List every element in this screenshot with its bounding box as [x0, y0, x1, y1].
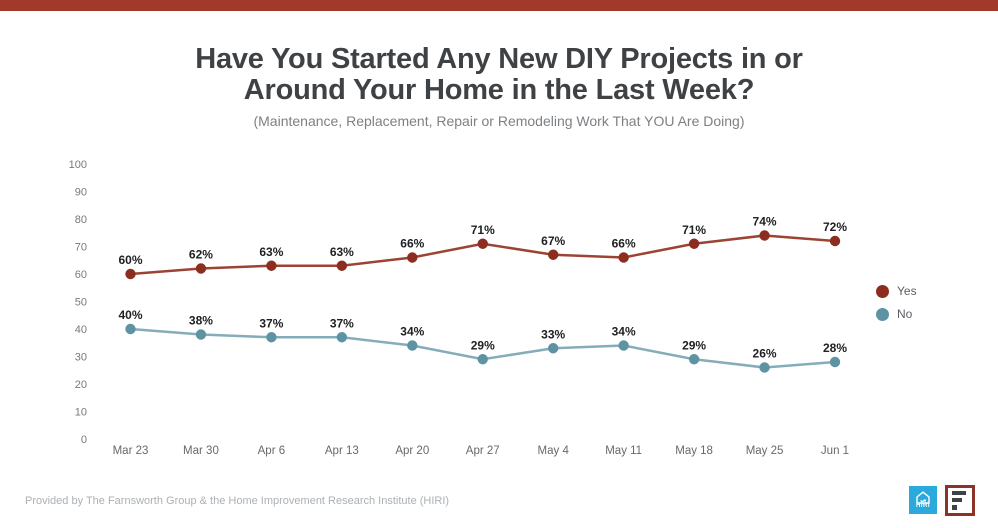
- svg-text:63%: 63%: [330, 245, 354, 259]
- top-accent-bar: [0, 0, 998, 11]
- legend-label-no: No: [897, 307, 913, 321]
- chart-legend: Yes No: [876, 284, 917, 321]
- legend-item-yes: Yes: [876, 284, 917, 298]
- svg-text:Jun 1: Jun 1: [821, 445, 849, 457]
- svg-text:34%: 34%: [612, 325, 636, 339]
- svg-text:30: 30: [75, 352, 87, 364]
- svg-text:74%: 74%: [753, 215, 777, 229]
- svg-text:Apr 13: Apr 13: [325, 445, 359, 457]
- svg-text:72%: 72%: [823, 220, 847, 234]
- svg-text:80: 80: [75, 214, 87, 226]
- svg-text:Apr 6: Apr 6: [258, 445, 286, 457]
- svg-text:67%: 67%: [541, 234, 565, 248]
- svg-text:Mar 30: Mar 30: [183, 445, 219, 457]
- title-line-1: Have You Started Any New DIY Projects in…: [195, 43, 803, 75]
- svg-text:40%: 40%: [118, 308, 142, 322]
- svg-text:May 4: May 4: [538, 445, 570, 457]
- svg-text:38%: 38%: [189, 314, 213, 328]
- hiri-logo-text: HIRI: [916, 503, 930, 509]
- svg-text:70: 70: [75, 242, 87, 254]
- svg-text:37%: 37%: [330, 316, 354, 330]
- house-icon: [916, 491, 930, 504]
- svg-text:20: 20: [75, 379, 87, 391]
- svg-text:28%: 28%: [823, 341, 847, 355]
- svg-text:71%: 71%: [682, 223, 706, 237]
- svg-text:34%: 34%: [400, 325, 424, 339]
- farnsworth-group-logo: [945, 485, 975, 516]
- svg-text:Mar 23: Mar 23: [113, 445, 149, 457]
- svg-text:10: 10: [75, 407, 87, 419]
- svg-text:71%: 71%: [471, 223, 495, 237]
- svg-text:50: 50: [75, 297, 87, 309]
- svg-text:90: 90: [75, 187, 87, 199]
- svg-text:29%: 29%: [471, 338, 495, 352]
- legend-dot-yes-icon: [876, 284, 889, 298]
- svg-text:29%: 29%: [682, 338, 706, 352]
- footer-credit: Provided by The Farnsworth Group & the H…: [25, 495, 450, 507]
- legend-label-yes: Yes: [897, 284, 917, 298]
- svg-text:66%: 66%: [612, 237, 636, 251]
- svg-text:May 11: May 11: [605, 445, 642, 457]
- svg-text:26%: 26%: [753, 347, 777, 361]
- title-line-2: Around Your Home in the Last Week?: [243, 74, 755, 106]
- svg-text:40: 40: [75, 324, 87, 336]
- svg-text:33%: 33%: [541, 327, 565, 341]
- legend-dot-no-icon: [876, 307, 889, 321]
- page-title: Have You Started Any New DIY Projects in…: [0, 44, 998, 106]
- farnsworth-logo-bar: [952, 498, 962, 502]
- svg-text:May 25: May 25: [746, 445, 784, 457]
- svg-text:62%: 62%: [189, 248, 213, 262]
- svg-text:Apr 27: Apr 27: [466, 445, 500, 457]
- svg-text:100: 100: [69, 159, 87, 171]
- svg-text:63%: 63%: [259, 245, 283, 259]
- svg-text:66%: 66%: [400, 237, 424, 251]
- farnsworth-logo-dot: [952, 505, 957, 510]
- hiri-logo: HIRI: [909, 486, 937, 514]
- legend-item-no: No: [876, 307, 917, 321]
- page-subtitle: (Maintenance, Replacement, Repair or Rem…: [253, 113, 745, 129]
- svg-text:May 18: May 18: [675, 445, 713, 457]
- svg-text:0: 0: [81, 434, 87, 446]
- farnsworth-logo-bar: [952, 491, 966, 495]
- svg-text:60%: 60%: [118, 253, 142, 267]
- svg-text:37%: 37%: [259, 316, 283, 330]
- svg-text:Apr 20: Apr 20: [395, 445, 429, 457]
- svg-text:60: 60: [75, 269, 87, 281]
